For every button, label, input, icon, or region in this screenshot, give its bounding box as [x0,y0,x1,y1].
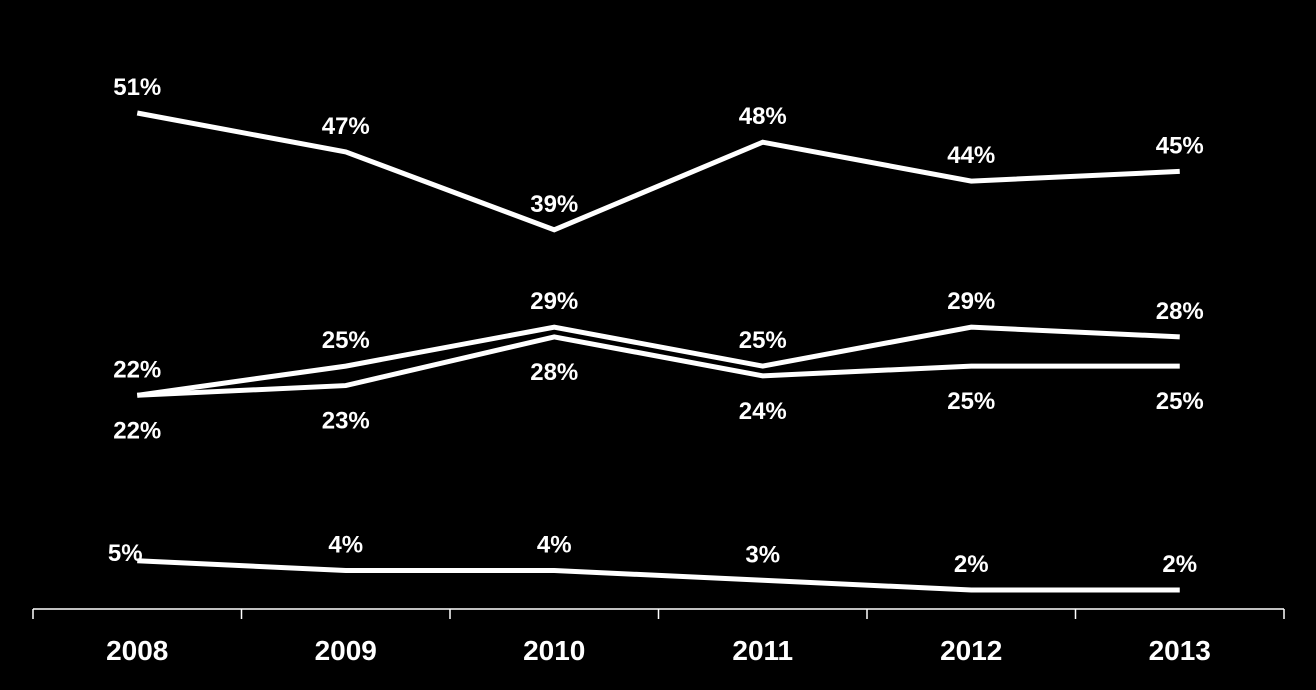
data-label: 23% [322,408,370,435]
data-label: 22% [113,417,161,444]
x-tick-labels: 2008 2009 2010 2011 2012 2013 [106,635,1211,666]
x-axis [32,608,1285,619]
data-label: 24% [739,398,787,425]
series-line-2 [136,324,1180,398]
x-tick-label: 2008 [106,635,168,666]
series-lines [136,110,1180,593]
data-label: 25% [1156,388,1204,415]
data-label: 2% [1162,551,1197,578]
x-tick-label: 2009 [315,635,377,666]
x-tick-label: 2012 [940,635,1002,666]
x-tick-label: 2010 [523,635,585,666]
data-label: 22% [113,356,161,383]
data-label: 39% [530,191,578,218]
data-label: 25% [947,388,995,415]
data-label: 51% [113,74,161,101]
data-label: 3% [745,541,780,568]
data-label: 45% [1156,132,1204,159]
data-label: 29% [530,288,578,315]
data-label: 28% [530,359,578,386]
data-label: 25% [739,327,787,354]
x-tick-label: 2011 [732,635,793,666]
data-labels: 51% 47% 39% 48% 44% 45% 22% 25% 29% 25% 29% 28% 22% 2… [108,74,1204,578]
series-line-4 [137,558,1180,593]
series-line-1 [136,110,1180,233]
data-label: 4% [537,532,572,559]
x-tick-label: 2013 [1149,635,1211,666]
data-label: 2% [954,551,989,578]
data-label: 44% [947,142,995,169]
data-label: 47% [322,113,370,140]
data-label: 48% [739,103,787,130]
data-label: 28% [1156,298,1204,325]
data-label: 25% [322,327,370,354]
data-label: 29% [947,288,995,315]
series-line-3 [137,334,1180,398]
data-label: 4% [328,532,363,559]
data-label: 5% [108,540,143,567]
